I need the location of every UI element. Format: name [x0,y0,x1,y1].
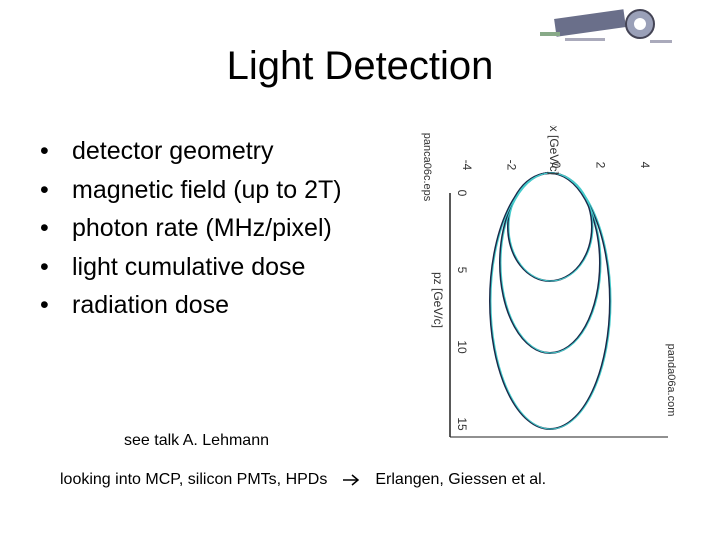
y-tick-label: 10 [455,340,469,354]
bullet-list: detector geometrymagnetic field (up to 2… [40,132,342,325]
footer-text: looking into MCP, silicon PMTs, HPDs [60,471,328,488]
bullet: magnetic field (up to 2T) [40,171,342,210]
x-tick-label: 4 [638,162,652,169]
bullet: detector geometry [40,132,342,171]
bullet: radiation dose [40,286,342,325]
x-tick-label: 0 [549,162,563,169]
bullet: photon rate (MHz/pixel) [40,209,342,248]
arrow-icon [343,474,360,486]
x-tick-label: -4 [460,160,474,171]
note: see talk A. Lehmann [124,432,269,449]
file-label: panca06c.eps [421,133,433,202]
footer-target: Erlangen, Giessen et al. [375,471,547,488]
x-tick-label: 2 [594,162,608,169]
momentum-plot: panca06c.eps panda06a.com px [GeV/c] -4 -2 0 2… [421,125,677,438]
y-tick-label: 5 [455,267,469,274]
x-tick-label: -2 [505,160,519,171]
bullet: light cumulative dose [40,248,342,287]
file-label: panda06a.com [665,344,677,417]
slide-title: Light Detection [226,44,494,88]
y-tick-label: 15 [455,417,469,431]
y-tick-label: 0 [455,190,469,197]
footer: looking into MCP, silicon PMTs, HPDs Erl… [60,471,546,489]
detector-logo [540,9,672,43]
axis-label: px [GeV/c] [547,125,561,175]
axis-label: pz [GeV/c] [431,272,445,328]
